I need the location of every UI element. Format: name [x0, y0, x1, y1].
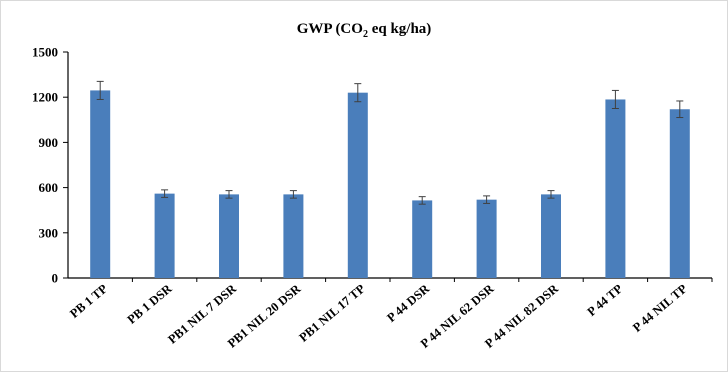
y-tick-label: 300 [39, 225, 59, 240]
y-tick-label: 1500 [32, 45, 58, 60]
x-axis [68, 277, 713, 282]
x-category-label: PB1 NIL 17 TP [296, 281, 368, 344]
x-category-label: P 44 DSR [384, 281, 433, 325]
bar [412, 200, 433, 278]
bar [283, 194, 304, 278]
y-axis: 0 300 600 900 1200 1500 [32, 45, 69, 286]
x-category-label: P 44 NIL TP [630, 281, 690, 334]
x-category-label: PB 1 DSR [125, 281, 176, 327]
y-tick-label: 1200 [32, 90, 58, 105]
bars [90, 90, 690, 279]
y-tick-label: 900 [39, 135, 59, 150]
bar [154, 193, 175, 278]
bar [347, 92, 368, 279]
bar [90, 90, 111, 278]
y-tick-label: 0 [52, 271, 59, 286]
bar [476, 199, 497, 278]
chart-title: GWP (CO2 eq kg/ha) [297, 21, 432, 40]
bar [669, 109, 690, 279]
x-category-label: P 44 TP [585, 281, 626, 319]
bar [605, 99, 626, 279]
error-bars [96, 80, 684, 205]
bar [541, 194, 561, 278]
bar [219, 194, 239, 278]
x-category-label: PB 1 TP [67, 281, 110, 320]
y-tick-label: 600 [39, 180, 59, 195]
